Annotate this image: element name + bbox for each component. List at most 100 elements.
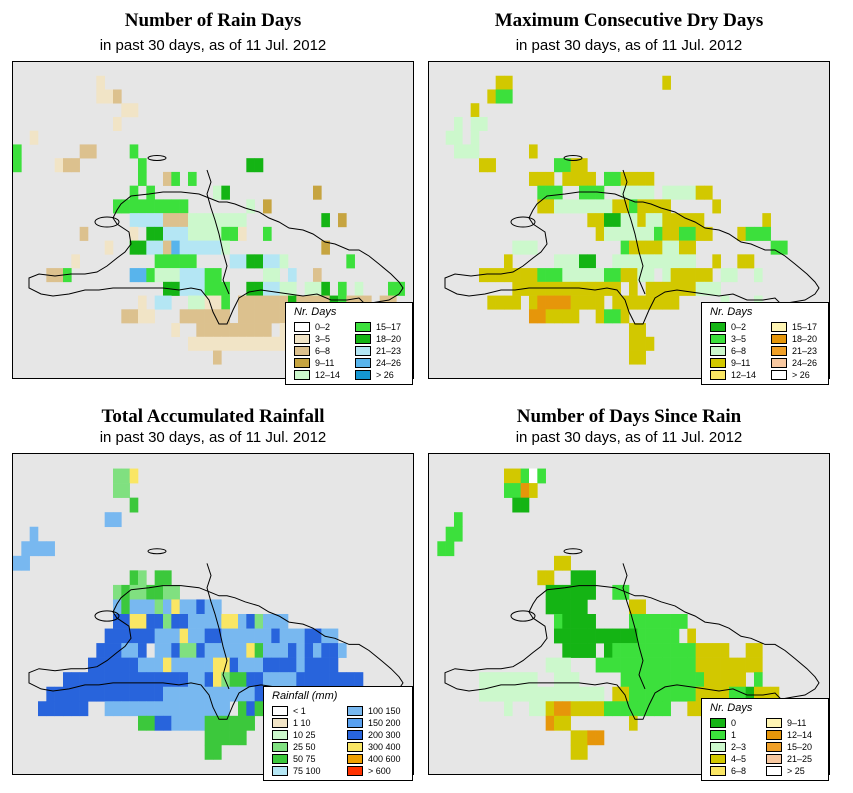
map-cell	[138, 628, 147, 644]
map-cell	[595, 730, 605, 746]
legend-swatch	[347, 765, 363, 776]
map-cell	[587, 643, 596, 658]
map-cell	[88, 686, 97, 702]
map-cell	[238, 672, 247, 688]
map-cell	[146, 309, 155, 324]
map-cell	[595, 701, 605, 717]
legend-label: 9–11	[731, 357, 751, 368]
map-cell	[271, 281, 280, 296]
map-cell	[221, 701, 230, 717]
map-cell	[645, 281, 655, 296]
map-cell	[129, 614, 139, 629]
map-cell	[346, 672, 355, 688]
map-cell	[204, 295, 214, 310]
map-cell	[246, 614, 255, 629]
map-cell	[238, 614, 247, 629]
legend-swatch	[710, 753, 726, 764]
map-cell	[754, 686, 763, 702]
map-cell	[154, 672, 164, 688]
map-cell	[246, 158, 255, 173]
map-cell	[537, 570, 546, 586]
map-cell	[529, 483, 538, 498]
map-cell	[129, 657, 139, 673]
map-cell	[154, 240, 164, 255]
map-cell	[562, 628, 571, 644]
map-cell	[695, 281, 705, 296]
legend-swatch	[766, 729, 782, 740]
map-cell	[637, 628, 646, 644]
map-cell	[113, 89, 122, 104]
map-cell	[171, 281, 180, 296]
map-cell	[712, 657, 721, 673]
map-cell	[445, 130, 455, 145]
legend-item: 15–17	[355, 321, 406, 332]
map-cell	[662, 295, 671, 310]
legend-item: 100 150	[347, 705, 412, 716]
map-cell	[188, 701, 197, 717]
map-cell	[79, 701, 89, 717]
map-cell	[163, 226, 172, 241]
map-cell	[254, 336, 264, 351]
map-cell	[720, 657, 730, 673]
map-cell	[654, 213, 663, 228]
map-cell	[196, 268, 205, 283]
map-cell	[171, 268, 180, 283]
legend-label: > 25	[787, 765, 805, 776]
map-cell	[612, 213, 621, 228]
gonave-island-outline	[510, 216, 536, 228]
map-cell	[695, 643, 705, 658]
map-rain-days	[12, 61, 414, 379]
map-cell	[246, 715, 255, 731]
map-cell	[545, 309, 555, 324]
map-cell	[645, 213, 655, 228]
map-cell	[221, 240, 230, 255]
map-cell	[554, 657, 563, 673]
map-cell	[462, 144, 471, 159]
map-cell	[96, 686, 105, 702]
map-cell	[163, 643, 172, 658]
map-cell	[246, 254, 255, 269]
map-cell	[720, 268, 730, 283]
legend-item: 4–5	[710, 753, 756, 764]
map-cell	[612, 657, 621, 673]
border-line	[206, 563, 230, 690]
legend-item: 9–11	[294, 357, 345, 368]
map-cell	[121, 199, 130, 214]
map-cell	[629, 240, 638, 255]
map-cell	[229, 657, 239, 673]
map-cell	[204, 599, 214, 615]
map-cell	[670, 254, 680, 269]
map-cell	[129, 185, 139, 200]
map-cell	[263, 199, 272, 214]
map-cell	[113, 614, 122, 629]
map-cell	[654, 614, 663, 629]
map-cell	[670, 185, 680, 200]
map-cell	[121, 483, 130, 498]
legend-swatch	[710, 729, 726, 740]
map-cell	[545, 570, 555, 586]
legend-item: 12–14	[294, 369, 345, 380]
legend-item: 75 100	[272, 765, 337, 776]
map-cell	[570, 281, 580, 296]
map-cell	[437, 541, 446, 557]
map-cell	[254, 643, 264, 658]
map-cell	[637, 323, 646, 338]
map-cell	[271, 254, 280, 269]
legend-label: 200 300	[368, 729, 401, 740]
map-cell	[121, 584, 130, 600]
map-cell	[288, 268, 297, 283]
legend-label: 0–2	[315, 321, 331, 332]
legend-item: 50 75	[272, 753, 337, 764]
map-cell	[104, 657, 114, 673]
map-cell	[662, 672, 671, 688]
map-cell	[570, 672, 580, 688]
map-cell	[129, 468, 139, 484]
map-cell	[562, 199, 571, 214]
map-cell	[629, 323, 638, 338]
panel-subtitle: in past 30 days, as of 11 Jul. 2012	[515, 429, 743, 446]
legend-label: 15–17	[376, 321, 402, 332]
map-cell	[121, 614, 130, 629]
map-cell	[163, 268, 172, 283]
map-cell	[612, 686, 621, 702]
map-cell	[620, 686, 630, 702]
